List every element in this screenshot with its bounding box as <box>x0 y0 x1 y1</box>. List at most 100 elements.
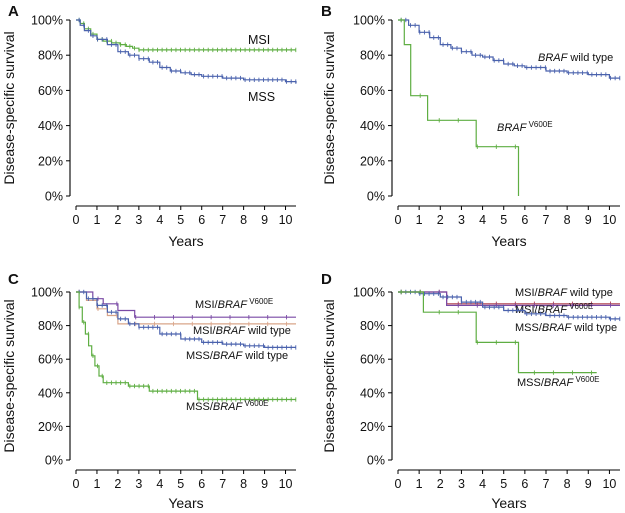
x-tick-label: 10 <box>279 477 293 491</box>
y-tick-label: 100% <box>31 286 63 300</box>
series-label: MSI/BRAF wild type <box>193 325 291 337</box>
x-tick-label: 4 <box>156 213 163 227</box>
y-tick-label: 60% <box>38 84 63 98</box>
series-label: BRAF wild type <box>538 52 613 64</box>
x-tick-label: 3 <box>135 213 142 227</box>
x-tick-label: 8 <box>240 213 247 227</box>
series-label-part: V600E <box>242 399 268 408</box>
y-tick-label: 60% <box>360 84 385 98</box>
x-tick-label: 3 <box>458 213 465 227</box>
y-tick-label: 80% <box>360 49 385 63</box>
x-tick-label: 8 <box>564 477 571 491</box>
x-tick-label: 9 <box>585 213 592 227</box>
series-line <box>76 291 296 401</box>
series-censor-marks <box>400 17 516 149</box>
y-tick-label: 20% <box>360 420 385 434</box>
y-tick-label: 100% <box>353 14 385 28</box>
series-label-part: V600E <box>247 297 273 306</box>
series-label-part: BRAF <box>216 325 247 337</box>
x-tick-label: 3 <box>458 477 465 491</box>
series-label-part: BRAF <box>213 401 244 413</box>
series-label: MSS/BRAF wild type <box>186 350 288 362</box>
x-tick-label: 8 <box>240 477 247 491</box>
panel-c: C 0% 20% 40% 60% 80% 100% 0 1 2 3 4 5 6 7 8 9 10 Years Dise… <box>1 271 297 511</box>
y-tick-label: 0% <box>45 454 63 468</box>
series-label-part: MSS/ <box>186 401 214 413</box>
series-label-part: BRAF <box>542 322 573 334</box>
x-tick-label: 10 <box>279 213 293 227</box>
series-censor-marks <box>400 17 621 81</box>
x-tick-label: 6 <box>521 477 528 491</box>
series-censor-marks <box>78 289 288 320</box>
panel-b: B 0% 20% 40% 60% 80% 100% 0 1 2 3 4 5 6 7 8 9 10 Years Dise… <box>321 3 621 249</box>
series-label-part: V600E <box>567 302 593 311</box>
y-tick-label: 40% <box>38 119 63 133</box>
x-tick-label: 4 <box>156 477 163 491</box>
series-label-part: MSI/ <box>515 304 539 316</box>
series-label-part: MSS/ <box>515 322 543 334</box>
x-tick-label: 4 <box>479 213 486 227</box>
y-tick-label: 100% <box>31 14 63 28</box>
y-tick-label: 80% <box>38 319 63 333</box>
y-tick-label: 20% <box>38 420 63 434</box>
series-line <box>398 291 597 374</box>
series-censor-marks <box>400 289 592 375</box>
x-tick-label: 9 <box>261 213 268 227</box>
x-axis-title: Years <box>168 495 203 511</box>
x-axis-title: Years <box>491 233 526 249</box>
series-label-part: wild type <box>245 325 291 337</box>
series-label-part: MSI <box>248 33 270 47</box>
y-axis-title: Disease-specific survival <box>321 299 337 452</box>
x-tick-label: 2 <box>437 477 444 491</box>
y-tick-label: 20% <box>360 154 385 168</box>
x-tick-label: 1 <box>416 477 423 491</box>
x-tick-label: 6 <box>521 213 528 227</box>
series-line <box>76 19 297 84</box>
y-tick-label: 20% <box>38 154 63 168</box>
x-tick-label: 0 <box>395 477 402 491</box>
series-label-part: MSS <box>248 90 275 104</box>
x-tick-label: 2 <box>114 213 121 227</box>
series-label-part: BRAF <box>497 122 528 134</box>
series-censor-marks <box>78 289 288 327</box>
x-tick-label: 7 <box>219 477 226 491</box>
y-tick-label: 80% <box>38 49 63 63</box>
panel-d: D 0% 20% 40% 60% 80% 100% 0 1 2 3 4 5 6 7 8 9 10 Years Dise… <box>321 271 621 511</box>
x-tick-label: 10 <box>602 213 616 227</box>
series-label: MSS/BRAF V600E <box>186 399 269 414</box>
x-tick-label: 1 <box>416 213 423 227</box>
series-censor-marks <box>78 289 297 350</box>
series-label-part: V600E <box>526 120 552 129</box>
series-label-part: BRAF <box>218 299 249 311</box>
series-label: MSS/BRAF wild type <box>515 322 617 334</box>
x-axis-title: Years <box>491 495 526 511</box>
x-tick-label: 4 <box>479 477 486 491</box>
y-tick-label: 60% <box>38 353 63 367</box>
y-tick-label: 80% <box>360 319 385 333</box>
series-line <box>398 19 520 196</box>
x-tick-label: 10 <box>602 477 616 491</box>
panel-letter: B <box>321 3 332 20</box>
series-label: MSI/BRAF wild type <box>515 287 613 299</box>
series-label-part: wild type <box>242 350 288 362</box>
y-tick-label: 0% <box>367 190 385 204</box>
x-tick-label: 7 <box>543 477 550 491</box>
series-label: BRAF V600E <box>497 120 553 135</box>
series-label-part: wild type <box>571 322 617 334</box>
x-axis-title: Years <box>168 233 203 249</box>
series-label-part: BRAF <box>544 377 575 389</box>
x-tick-label: 2 <box>114 477 121 491</box>
y-tick-label: 40% <box>38 386 63 400</box>
x-tick-label: 0 <box>73 213 80 227</box>
panel-a: A 0% 20% 40% 60% 80% 100% 0 1 2 3 4 5 6 7 8 9 10 Years Dise… <box>1 3 297 249</box>
x-tick-label: 6 <box>198 477 205 491</box>
series-label-part: MSI/ <box>195 299 219 311</box>
series-label-part: MSI/ <box>515 287 539 299</box>
y-tick-label: 40% <box>360 119 385 133</box>
series-label-part: V600E <box>573 375 599 384</box>
series-censor-marks <box>78 17 297 84</box>
series-label: MSI/BRAF V600E <box>195 297 273 312</box>
y-tick-label: 40% <box>360 386 385 400</box>
series-label-part: wild type <box>567 287 613 299</box>
